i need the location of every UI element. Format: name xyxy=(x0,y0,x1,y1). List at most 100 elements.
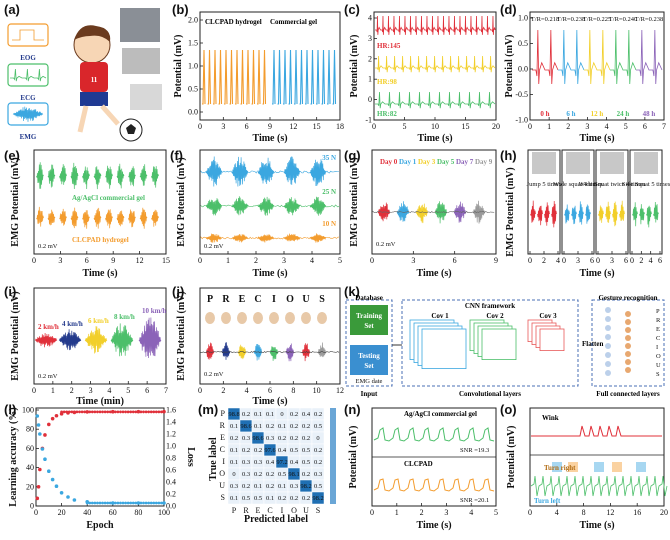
panel-letter-i: (i) xyxy=(4,284,16,299)
plot-frame xyxy=(199,149,341,255)
y-axis-label: Potential (mV) xyxy=(173,34,184,97)
emg-burst-letter xyxy=(285,343,295,362)
x-tick-label-h: 6 xyxy=(624,256,628,265)
matrix-value: 0.2 xyxy=(242,483,250,490)
matrix-value: 0 xyxy=(232,471,235,478)
matrix-value: 0.1 xyxy=(230,447,238,454)
accuracy-point xyxy=(160,410,163,414)
matrix-value: 0.3 xyxy=(254,459,262,466)
speed-label: 8 km/h xyxy=(114,313,135,321)
matrix-value: 0.2 xyxy=(254,447,262,454)
label-commercial-eog: Ag/AgCl commercial gel xyxy=(404,410,477,418)
matrix-value: 0.1 xyxy=(254,411,262,418)
gesture-letter: S xyxy=(319,294,325,305)
emg-burst-speed xyxy=(34,332,58,348)
loss-point xyxy=(131,501,135,505)
x-tick-label: 0 xyxy=(528,122,532,131)
emg-burst-action xyxy=(544,202,550,226)
cnn-label: CNN framework xyxy=(465,302,515,310)
matrix-value: 0.1 xyxy=(278,483,286,490)
loss-point xyxy=(40,447,45,451)
x-tick-label: 0 xyxy=(32,256,36,265)
x-tick-label: 6 xyxy=(453,256,457,265)
matrix-value: 0.5 xyxy=(278,471,286,478)
action-photo xyxy=(566,152,590,174)
action-label: Wide squat 4 times xyxy=(553,181,603,188)
emg-burst-force xyxy=(257,196,275,216)
x-tick-label: 3 xyxy=(411,256,415,265)
emg-burst-clcpad xyxy=(59,208,67,226)
x-tick-label: 0 xyxy=(32,386,36,395)
hand-gesture-icon xyxy=(205,312,215,324)
row-label: E xyxy=(220,433,225,442)
emg-burst-commercial xyxy=(70,162,79,190)
matrix-value: 0 xyxy=(316,435,319,442)
x-tick-label: 0 xyxy=(198,256,202,265)
y-tick-label: 0 xyxy=(30,502,34,511)
wink-label: Wink xyxy=(542,414,559,422)
row-label: I xyxy=(222,457,225,466)
y-tick-label: 3 xyxy=(368,34,372,43)
accuracy-point xyxy=(54,413,59,418)
matrix-value: 0.4 xyxy=(266,459,275,466)
time-tag: 0 h xyxy=(540,110,549,118)
training-set-label: Training xyxy=(356,312,382,320)
emg-burst-commercial xyxy=(36,162,44,189)
input-box xyxy=(345,299,393,387)
plot-frame xyxy=(35,407,165,507)
fc-node xyxy=(625,367,631,373)
x-tick-label-h: 0 xyxy=(596,256,600,265)
x-axis-label: Predicted label xyxy=(244,514,308,525)
y2-tick-label: 0.2 xyxy=(166,490,176,499)
emg-burst-action xyxy=(598,205,604,223)
y-tick-label: 100 xyxy=(22,406,34,415)
gesture-letter: P xyxy=(207,294,213,305)
output-label: C xyxy=(656,335,660,342)
accuracy-point xyxy=(108,410,112,414)
loss-point xyxy=(66,495,70,499)
day-label: Day 7 xyxy=(456,158,474,166)
hand-gesture-icon xyxy=(301,312,311,324)
loss-point xyxy=(50,477,55,482)
matrix-value: 0.5 xyxy=(242,495,250,502)
y-tick-label: -0.5 xyxy=(515,90,528,99)
panel-letter-b: (b) xyxy=(172,2,189,17)
accuracy-point xyxy=(73,410,76,414)
loss-point xyxy=(47,469,51,474)
matrix-value: 97.6 xyxy=(264,447,276,454)
matrix-value: 0.3 xyxy=(266,435,274,442)
action-photo xyxy=(634,152,658,174)
matrix-value: 98.2 xyxy=(300,483,311,490)
emg-burst-day xyxy=(415,203,429,224)
accuracy-point xyxy=(149,410,153,414)
loss-point xyxy=(96,501,99,505)
loss-point xyxy=(137,501,140,505)
matrix-cell xyxy=(311,491,325,505)
fc-node xyxy=(605,325,611,331)
x-tick-label: 3 xyxy=(444,508,448,517)
x-tick-label: 3 xyxy=(58,256,62,265)
matrix-value: 0.5 xyxy=(254,495,262,502)
loss-point xyxy=(119,501,122,505)
matrix-value: 0.4 xyxy=(302,411,311,418)
accuracy-point xyxy=(139,410,143,414)
emg-burst-speed xyxy=(138,317,162,359)
panel-letter-h: (h) xyxy=(500,148,517,163)
soccer-ball-patch xyxy=(126,124,136,134)
emg-icon xyxy=(12,106,44,122)
fc-node xyxy=(605,307,611,313)
loss-point xyxy=(129,501,133,505)
y-tick-label: 1.5 xyxy=(188,39,198,48)
accuracy-point xyxy=(116,410,120,414)
matrix-value: 0.2 xyxy=(266,471,274,478)
x-tick-label: 8 xyxy=(291,386,295,395)
x-tick-label: 3 xyxy=(585,122,589,131)
day-label: Day 3 xyxy=(418,158,436,166)
row-label: R xyxy=(220,421,226,430)
x-tick-label: 4 xyxy=(469,508,473,517)
x-tick-label: 60 xyxy=(109,508,117,517)
y-axis-label: Potential (mV) xyxy=(506,425,517,488)
boy-shorts xyxy=(80,92,108,106)
x-tick-label: 5 xyxy=(403,122,407,131)
eye-movement-band xyxy=(594,462,604,472)
